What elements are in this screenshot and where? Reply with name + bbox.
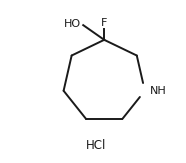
Text: NH: NH [150, 86, 166, 96]
Text: HO: HO [64, 19, 81, 29]
Text: F: F [101, 18, 107, 28]
Text: HCl: HCl [86, 139, 106, 152]
